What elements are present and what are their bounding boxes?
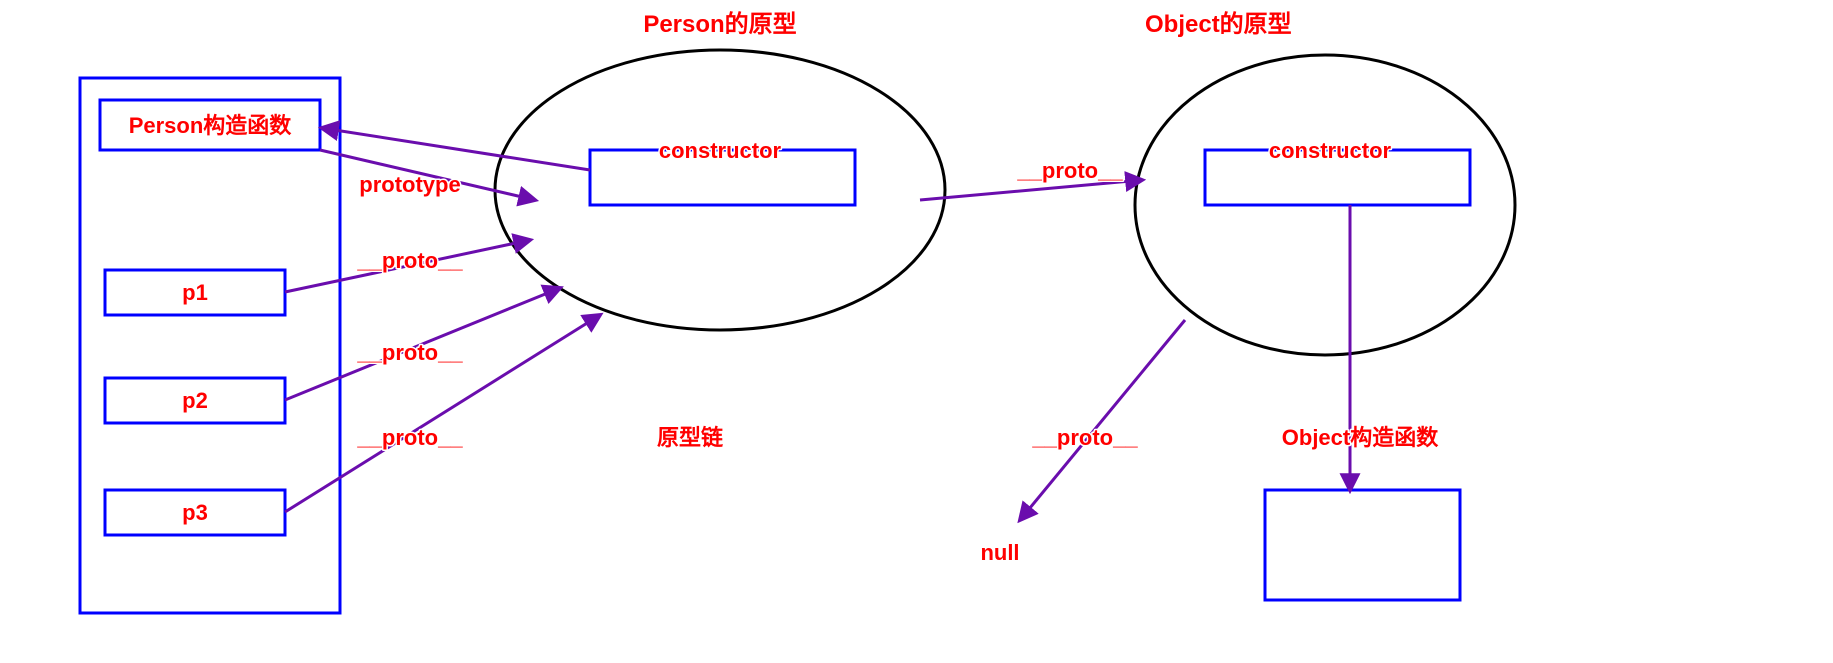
prototype_lbl-label: prototype (359, 172, 460, 197)
person_proto_title-label: Person的原型 (643, 10, 796, 38)
proto_lbl_1-label: __proto__ (356, 248, 463, 273)
person_ctor-label: Person构造函数 (129, 113, 293, 138)
object_proto_title-label: Object的原型 (1145, 10, 1292, 38)
p3-label: p3 (182, 500, 208, 525)
null_lbl-label: null (980, 540, 1019, 565)
object_ctor_box-box (1265, 490, 1460, 600)
object-proto-to-null-arrow (1020, 320, 1185, 520)
proto_lbl_2-label: __proto__ (356, 340, 463, 365)
person-proto-to-object-arrow (920, 180, 1142, 200)
proto_lbl_3-label: __proto__ (356, 425, 463, 450)
object_ctor_lbl-label: Object构造函数 (1282, 425, 1439, 450)
p2-label: p2 (182, 388, 208, 413)
p1-label: p1 (182, 280, 208, 305)
person_proto-ellipse (495, 50, 945, 330)
constructor-to-person-arrow (322, 128, 590, 170)
proto_lbl_null-label: __proto__ (1031, 425, 1138, 450)
constructor_object-label: constructor (1269, 138, 1392, 163)
outer_container-box (80, 78, 340, 613)
constructor_person-label: constructor (659, 138, 782, 163)
proto_lbl_mid-label: __proto__ (1016, 158, 1123, 183)
chain_lbl-label: 原型链 (657, 425, 723, 450)
